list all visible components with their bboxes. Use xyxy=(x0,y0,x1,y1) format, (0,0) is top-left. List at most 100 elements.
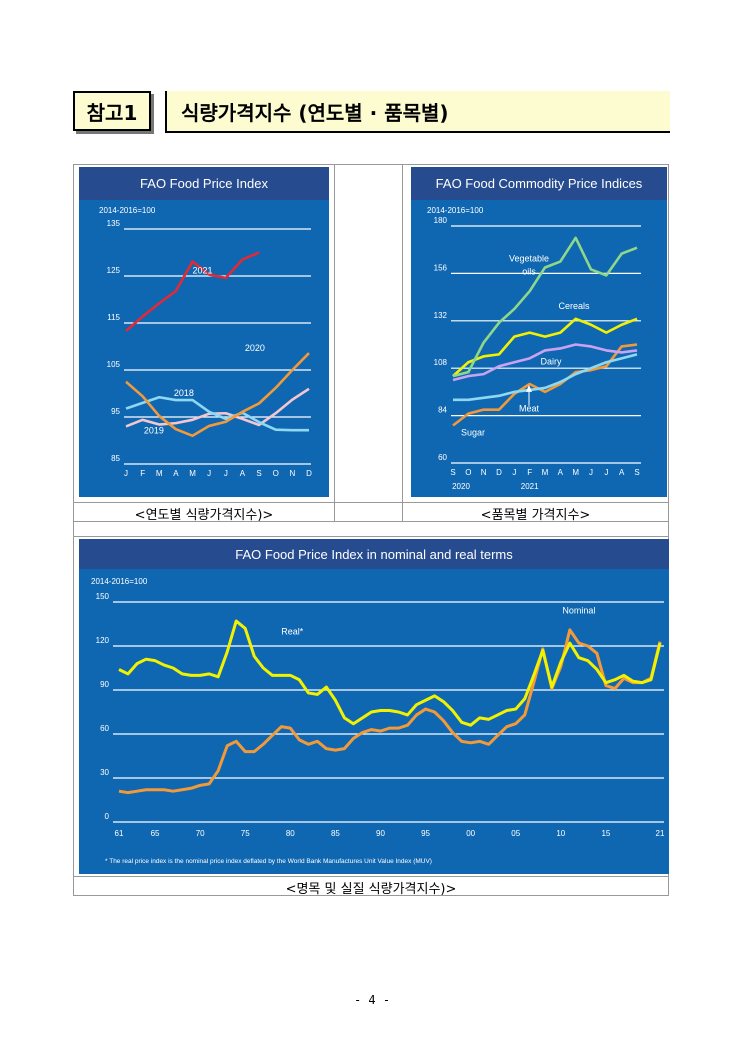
unit-label: 2014-2016=100 xyxy=(91,577,148,586)
x-tick-label: 10 xyxy=(556,829,565,838)
unit-label: 2014-2016=100 xyxy=(99,206,156,215)
table-divider-right xyxy=(402,164,403,521)
y-tick-label: 150 xyxy=(96,592,110,601)
x-group-label: 2020 xyxy=(452,482,470,491)
x-tick-label: 21 xyxy=(656,829,665,838)
x-tick-label: O xyxy=(465,468,471,477)
x-tick-label: M xyxy=(156,469,163,478)
y-tick-label: 95 xyxy=(111,407,120,416)
y-tick-label: 180 xyxy=(434,216,448,225)
series-label: Nominal xyxy=(562,606,595,616)
x-tick-label: D xyxy=(306,469,312,478)
x-tick-label: J xyxy=(512,468,516,477)
series-line xyxy=(452,317,638,378)
caption-commodity: <품목별 가격지수> xyxy=(480,508,591,523)
x-tick-label: 80 xyxy=(286,829,295,838)
y-tick-label: 90 xyxy=(100,680,109,689)
series-line-2019 xyxy=(125,387,310,428)
series-line xyxy=(453,353,638,402)
chart-title: FAO Food Price Index in nominal and real… xyxy=(79,539,669,569)
reference-badge: 참고1 xyxy=(73,91,151,131)
series-line xyxy=(452,343,638,382)
x-tick-label: J xyxy=(589,468,593,477)
caption-annual: <연도별 식량가격지수)> xyxy=(134,508,274,523)
x-tick-label: 65 xyxy=(151,829,160,838)
x-tick-label: D xyxy=(496,468,502,477)
x-tick-label: 15 xyxy=(601,829,610,838)
y-tick-label: 120 xyxy=(96,636,110,645)
x-tick-label: N xyxy=(289,469,295,478)
x-tick-label: F xyxy=(527,468,532,477)
series-label: Vegetable xyxy=(509,254,549,264)
x-tick-label: 75 xyxy=(241,829,250,838)
series-label: Cereals xyxy=(558,301,590,311)
chart-footnote: * The real price index is the nominal pr… xyxy=(105,858,432,865)
series-line xyxy=(118,619,662,727)
table-divider-left xyxy=(334,164,335,521)
series-label: Dairy xyxy=(540,356,562,366)
annual-food-price-chart: FAO Food Price Index 2014-2016=100 85 95 10… xyxy=(79,167,329,497)
x-tick-label: 85 xyxy=(331,829,340,838)
commodity-price-chart: FAO Food Commodity Price Indices 2014-20… xyxy=(411,167,667,497)
y-tick-label: 135 xyxy=(107,219,121,228)
x-tick-label: J xyxy=(224,469,228,478)
x-group-label: 2021 xyxy=(521,482,539,491)
x-tick-label: M xyxy=(542,468,549,477)
x-tick-label: O xyxy=(273,469,279,478)
series-line xyxy=(118,628,662,795)
y-tick-label: 125 xyxy=(107,266,121,275)
x-tick-label: A xyxy=(173,469,179,478)
series-line-2020 xyxy=(125,352,310,438)
y-tick-label: 60 xyxy=(100,724,109,733)
x-tick-label: A xyxy=(619,468,625,477)
series-line-2021 xyxy=(125,251,260,332)
x-tick-label: 70 xyxy=(196,829,205,838)
x-tick-label: 00 xyxy=(466,829,475,838)
y-tick-label: 105 xyxy=(107,360,121,369)
series-label: oils xyxy=(522,266,536,276)
series-line xyxy=(452,343,638,427)
y-tick-label: 108 xyxy=(434,358,448,367)
page-number: - 4 - xyxy=(353,993,391,1007)
table-row-line-4 xyxy=(73,876,669,877)
table-row-line-2 xyxy=(73,521,669,522)
series-line-2018 xyxy=(125,395,309,432)
y-tick-label: 84 xyxy=(438,406,447,415)
meat-arrow-head xyxy=(526,384,532,392)
figure-table xyxy=(73,164,669,896)
series-label: Sugar xyxy=(461,427,485,437)
x-tick-label: S xyxy=(256,469,261,478)
y-tick-label: 60 xyxy=(438,453,447,462)
y-tick-label: 156 xyxy=(434,263,448,272)
x-tick-label: S xyxy=(450,468,455,477)
series-line xyxy=(452,236,638,378)
caption-nominal-real: <명목 및 실질 식량가격지수)> xyxy=(285,882,457,897)
y-tick-label: 0 xyxy=(105,812,110,821)
page-title: 식량가격지수 (연도별 · 품목별) xyxy=(165,91,670,133)
annual-food-price-plot: 2014-2016=100 85 95 105 115 125 135 J F M A M J J A S O N… xyxy=(99,206,312,478)
series-label: 2020 xyxy=(245,343,265,353)
x-tick-label: J xyxy=(207,469,211,478)
y-tick-label: 132 xyxy=(434,311,448,320)
nominal-real-price-chart: FAO Food Price Index in nominal and real… xyxy=(79,539,669,874)
series-label: 2021 xyxy=(193,266,213,276)
x-tick-label: A xyxy=(240,469,246,478)
x-tick-label: J xyxy=(124,469,128,478)
x-tick-label: 05 xyxy=(511,829,520,838)
unit-label: 2014-2016=100 xyxy=(427,206,484,215)
y-tick-label: 30 xyxy=(100,768,109,777)
x-tick-label: M xyxy=(572,468,579,477)
x-tick-label: 95 xyxy=(421,829,430,838)
x-tick-label: J xyxy=(604,468,608,477)
series-label: 2019 xyxy=(144,425,164,435)
table-row-line-3 xyxy=(73,536,669,537)
y-tick-label: 115 xyxy=(107,313,120,322)
chart-title: FAO Food Commodity Price Indices xyxy=(411,167,667,200)
x-tick-label: S xyxy=(634,468,639,477)
series-label: 2018 xyxy=(174,388,194,398)
chart-title: FAO Food Price Index xyxy=(79,167,329,200)
x-tick-label: N xyxy=(481,468,487,477)
series-label: Real* xyxy=(281,626,304,636)
x-tick-label: A xyxy=(558,468,564,477)
